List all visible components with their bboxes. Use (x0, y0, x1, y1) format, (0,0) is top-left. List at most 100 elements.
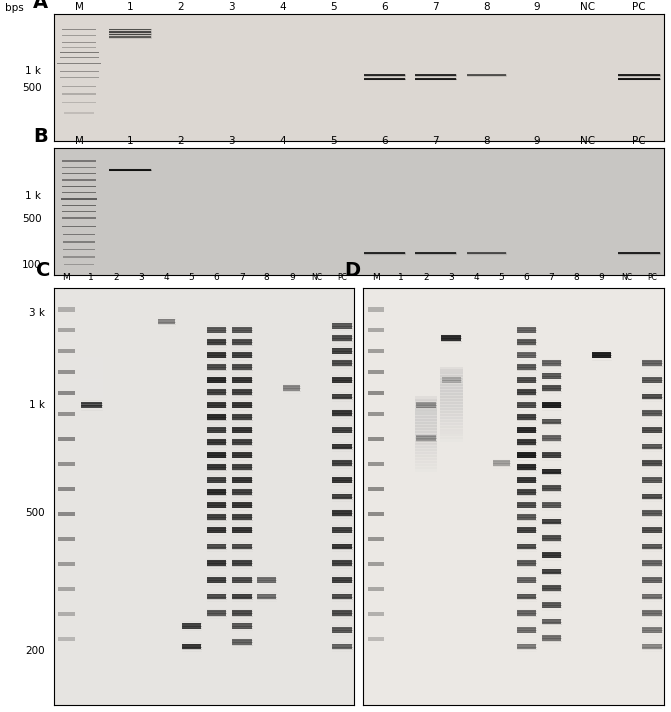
Bar (231, 377, 252, 383)
Bar (80, 368, 103, 373)
Bar (58, 308, 74, 312)
Bar (541, 373, 562, 379)
Text: 2: 2 (178, 2, 185, 12)
Bar (80, 343, 103, 348)
Bar (517, 577, 536, 583)
Bar (80, 375, 103, 380)
Text: PC: PC (647, 273, 657, 282)
Bar (592, 352, 611, 358)
Bar (231, 639, 252, 645)
Text: M: M (62, 273, 70, 282)
Text: 5: 5 (330, 2, 337, 12)
Bar (517, 515, 536, 520)
Bar (332, 493, 352, 499)
Text: 1 k: 1 k (25, 66, 42, 76)
Bar (618, 252, 660, 254)
Bar (332, 347, 352, 354)
Bar (440, 387, 462, 392)
Text: 9: 9 (599, 273, 605, 282)
Bar (368, 391, 384, 395)
Bar (80, 335, 103, 340)
Bar (58, 562, 74, 566)
Bar (80, 397, 103, 402)
Bar (57, 63, 101, 64)
Bar (642, 577, 662, 583)
Bar (62, 173, 96, 174)
Bar (258, 577, 276, 583)
Bar (207, 452, 227, 458)
Bar (440, 378, 462, 383)
Bar (58, 461, 74, 466)
Bar (642, 427, 662, 433)
Bar (62, 204, 96, 206)
Text: 7: 7 (239, 273, 244, 282)
Bar (207, 489, 227, 496)
Bar (364, 252, 405, 254)
Bar (60, 57, 99, 58)
Bar (80, 407, 103, 412)
Bar (415, 446, 437, 451)
Text: PC: PC (632, 2, 646, 12)
Bar (62, 41, 96, 43)
Bar (80, 382, 103, 387)
Bar (364, 78, 405, 80)
Bar (541, 535, 562, 541)
Bar (517, 489, 536, 496)
Bar (517, 327, 536, 333)
Bar (231, 623, 252, 629)
Bar (517, 644, 536, 649)
Bar (80, 361, 103, 366)
Bar (231, 502, 252, 508)
Text: 1: 1 (398, 273, 404, 282)
Text: 4: 4 (474, 273, 479, 282)
Bar (517, 544, 536, 550)
Text: M: M (74, 136, 84, 147)
Bar (541, 619, 562, 624)
Bar (109, 31, 151, 33)
Bar (207, 477, 227, 483)
Bar (415, 431, 437, 436)
Text: NC: NC (580, 2, 596, 12)
Bar (80, 347, 103, 352)
Bar (642, 594, 662, 600)
Bar (80, 414, 103, 419)
Bar (368, 562, 384, 566)
Text: B: B (33, 127, 48, 146)
Bar (415, 422, 437, 427)
Bar (541, 360, 562, 366)
Bar (332, 577, 352, 583)
Text: 7: 7 (432, 2, 439, 12)
Bar (415, 437, 437, 442)
Bar (81, 402, 101, 408)
Bar (441, 335, 462, 341)
Text: D: D (344, 261, 360, 280)
Text: C: C (36, 261, 51, 280)
Bar (332, 527, 352, 533)
Bar (368, 537, 384, 540)
Bar (80, 393, 103, 398)
Bar (368, 328, 384, 333)
Bar (368, 308, 384, 312)
Bar (440, 393, 462, 398)
Bar (231, 427, 252, 433)
Bar (368, 511, 384, 515)
Bar (207, 610, 227, 616)
Bar (541, 502, 562, 508)
Text: 8: 8 (264, 273, 270, 282)
Bar (517, 477, 536, 483)
Bar (440, 429, 462, 434)
Bar (60, 52, 99, 53)
Bar (415, 417, 437, 422)
Bar (109, 169, 151, 171)
Bar (158, 319, 175, 325)
Bar (62, 179, 96, 181)
Bar (231, 594, 252, 600)
Bar (517, 527, 536, 533)
Bar (63, 256, 95, 258)
Text: 1 k: 1 k (25, 192, 42, 201)
Bar (415, 466, 437, 471)
Bar (415, 402, 437, 407)
Bar (58, 637, 74, 641)
Bar (332, 335, 352, 341)
Text: 2: 2 (178, 136, 185, 147)
